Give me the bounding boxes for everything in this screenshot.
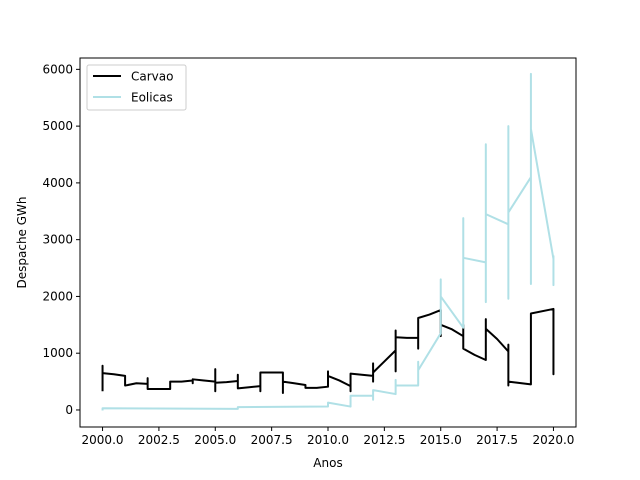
plot-area	[101, 72, 555, 411]
x-axis-label: Anos	[313, 456, 342, 470]
x-tick-label: 2002.5	[138, 433, 180, 447]
y-tick-label: 6000	[42, 62, 73, 76]
x-tick-label: 2015.0	[420, 433, 462, 447]
x-tick-label: 2005.0	[194, 433, 236, 447]
legend: Carvao Eolicas	[86, 64, 187, 111]
y-tick-label: 5000	[42, 119, 73, 133]
x-tick-label: 2000.0	[82, 433, 124, 447]
y-tick-label: 3000	[42, 233, 73, 247]
x-tick-label: 2007.5	[251, 433, 293, 447]
legend-label-eolicas: Eolicas	[131, 91, 173, 105]
series-layer	[101, 72, 555, 411]
series-line-carvao	[101, 307, 555, 394]
x-tick-label: 2020.0	[532, 433, 574, 447]
legend-label-carvao: Carvao	[131, 70, 173, 84]
series-line-eolicas	[101, 72, 555, 411]
y-axis-label: Despache GWh	[15, 196, 29, 288]
x-tick-label: 2017.5	[476, 433, 518, 447]
y-axis: 0 1000 2000 3000 4000 5000 6000	[42, 62, 80, 417]
y-tick-label: 2000	[42, 289, 73, 303]
x-axis: 2000.0 2002.5 2005.0 2007.5 2010.0 2012.5 2015…	[82, 427, 574, 447]
y-tick-label: 1000	[42, 346, 73, 360]
y-tick-label: 0	[65, 403, 73, 417]
x-tick-label: 2010.0	[307, 433, 349, 447]
y-tick-label: 4000	[42, 176, 73, 190]
x-tick-label: 2012.5	[363, 433, 405, 447]
